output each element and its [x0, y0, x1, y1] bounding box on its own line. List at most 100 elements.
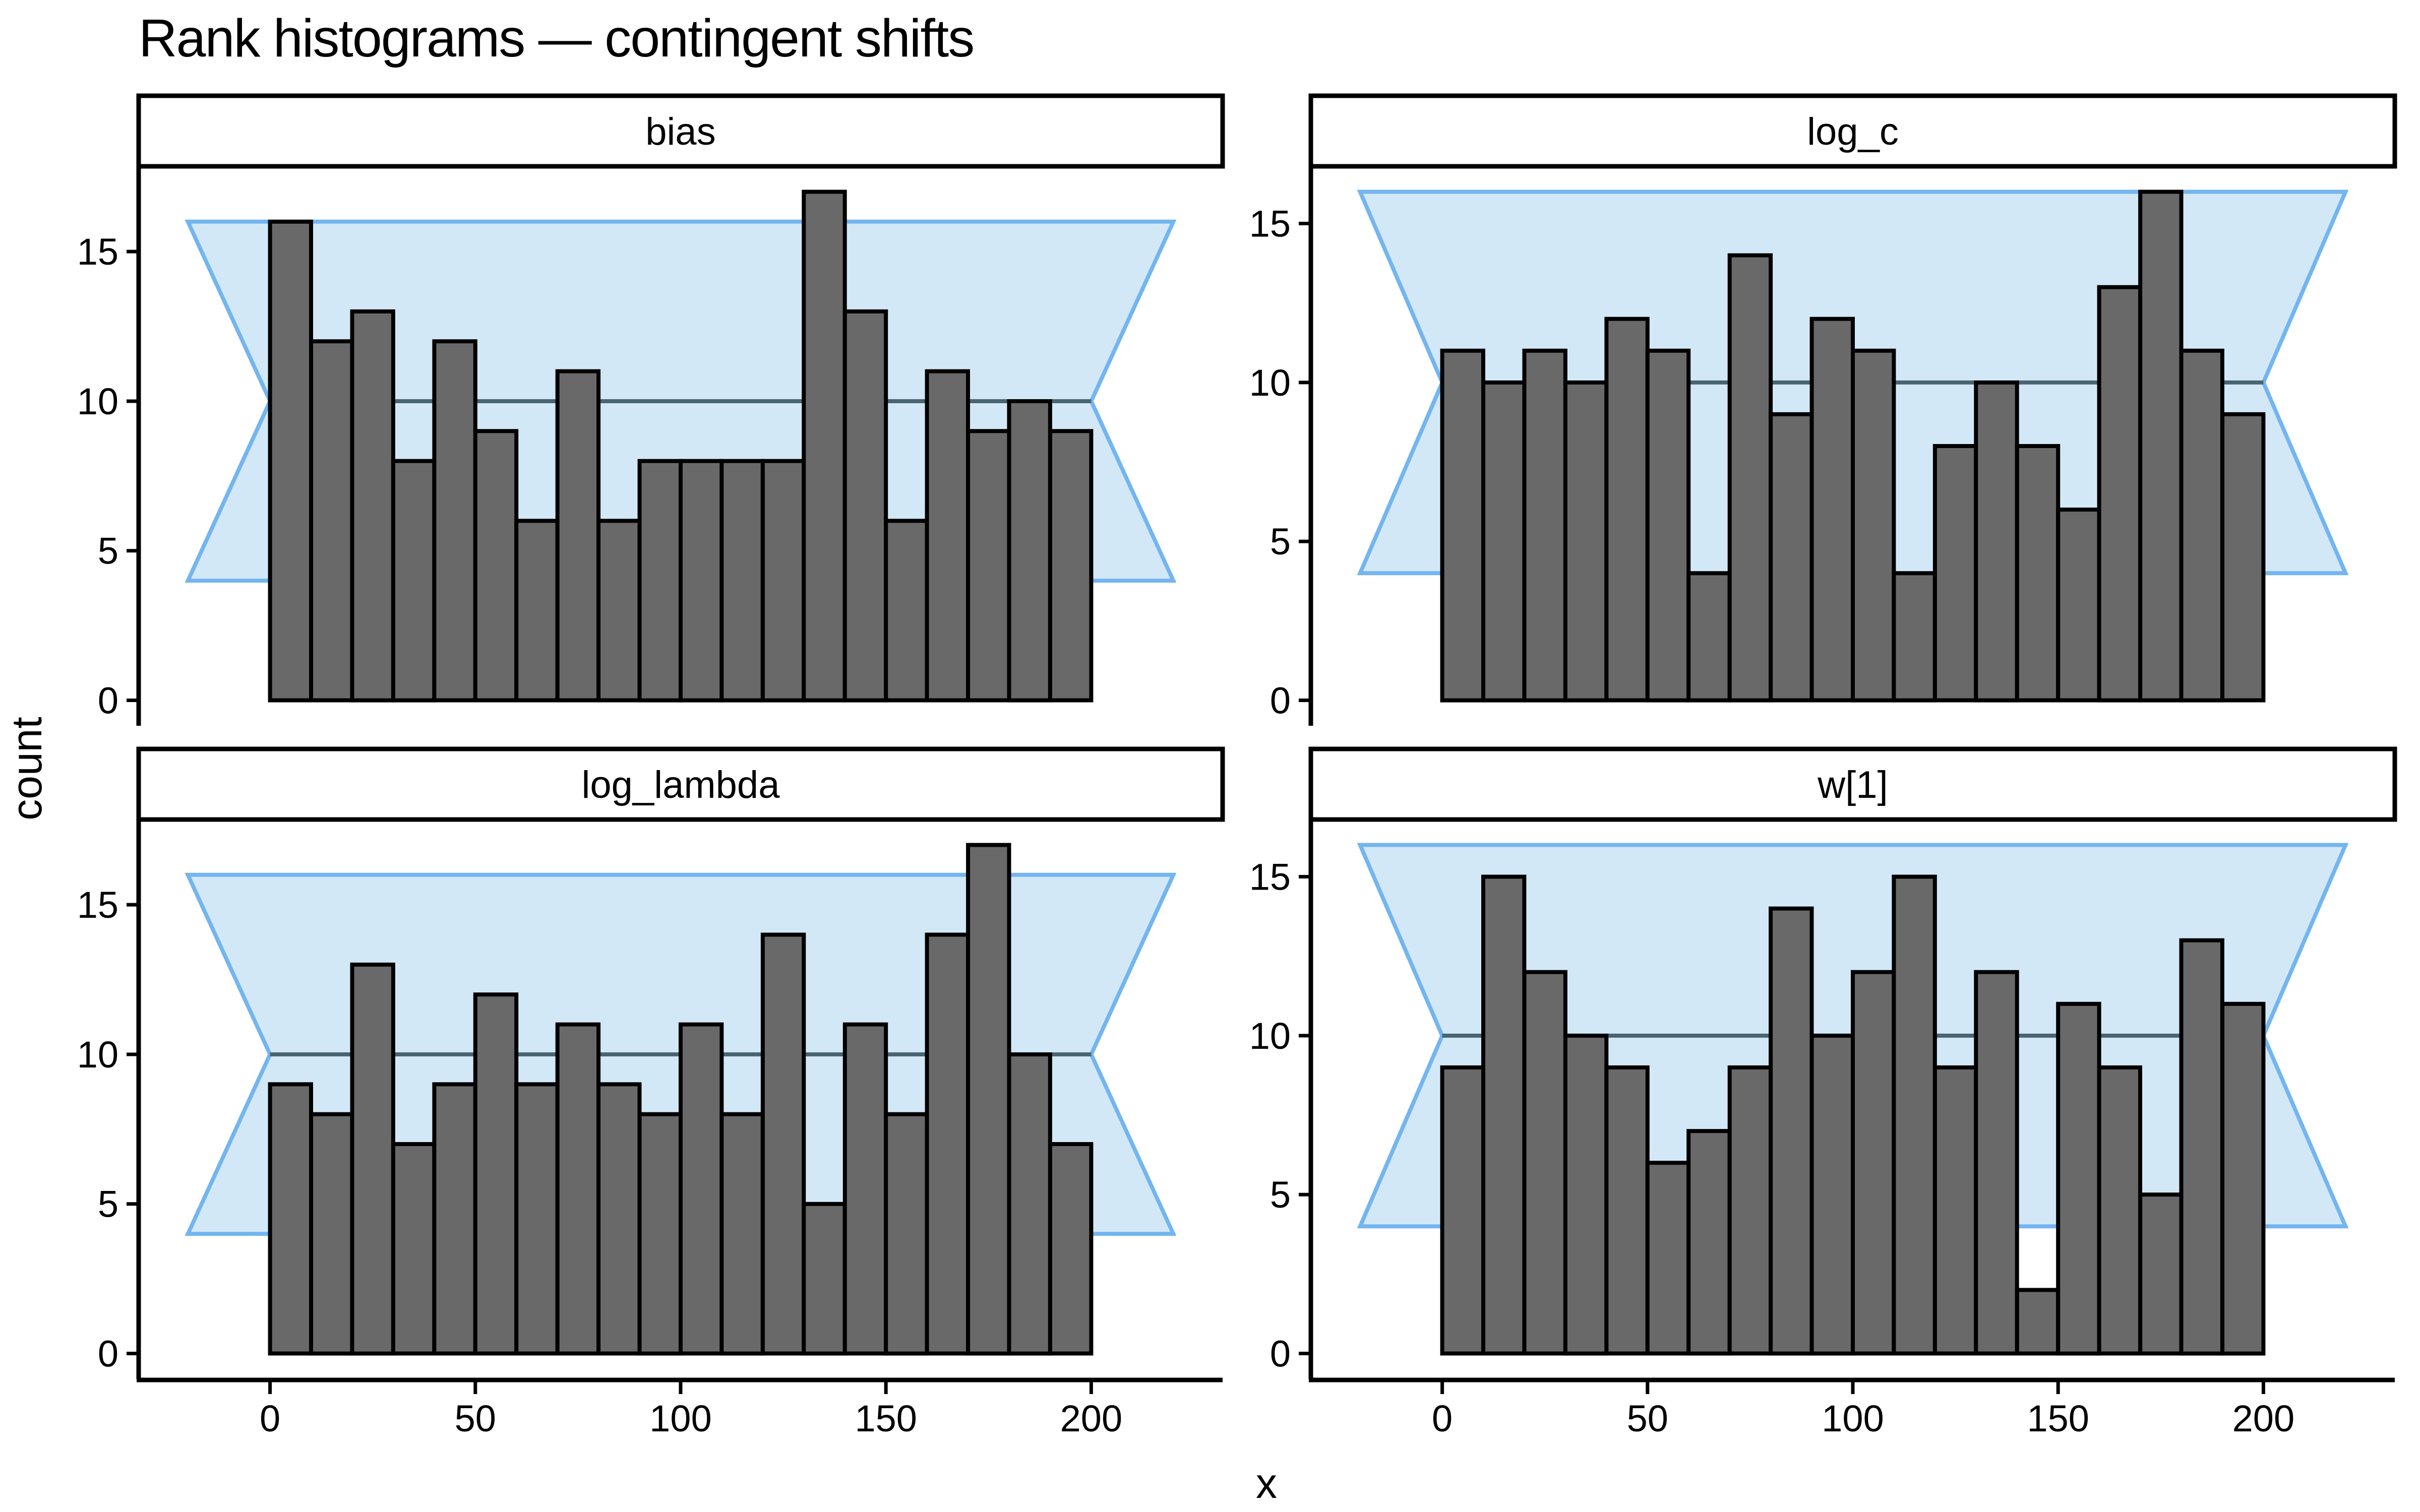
- bar: [719, 1112, 765, 1356]
- bar: [514, 519, 560, 703]
- bar: [514, 1082, 560, 1356]
- bar: [2138, 1192, 2184, 1356]
- bar: [884, 1112, 929, 1356]
- facet-strip: [136, 746, 1225, 822]
- histogram-bars: [268, 190, 1094, 703]
- bar: [1522, 970, 1567, 1356]
- bar: [802, 1202, 847, 1356]
- y-tick-label: 15: [77, 884, 118, 926]
- bar: [1440, 1065, 1486, 1356]
- bar: [1440, 348, 1486, 703]
- x-tick-label: 0: [260, 1398, 280, 1439]
- bar: [1809, 1033, 1855, 1356]
- bar: [2138, 190, 2184, 703]
- bar: [1604, 317, 1650, 703]
- bar: [309, 1112, 354, 1356]
- bar: [1851, 348, 1896, 703]
- y-tick-label: 0: [98, 1333, 118, 1374]
- bar: [596, 1082, 642, 1356]
- bar: [637, 459, 683, 703]
- bar: [1932, 1065, 1978, 1356]
- bar: [268, 1082, 313, 1356]
- y-tick-label: 5: [98, 530, 118, 572]
- bar: [679, 459, 724, 703]
- bar: [884, 519, 929, 703]
- y-axis-title: count: [3, 717, 50, 821]
- bar: [679, 1022, 724, 1356]
- bar: [1769, 906, 1814, 1356]
- y-tick-label: 10: [1249, 362, 1291, 404]
- bar: [1809, 317, 1855, 703]
- panel-bias: bias 0 5 10 15: [77, 93, 1225, 726]
- bar: [1686, 1129, 1732, 1356]
- bar: [473, 992, 519, 1356]
- bar: [2220, 412, 2266, 703]
- bar: [391, 459, 437, 703]
- bar: [2179, 938, 2224, 1356]
- chart-title: Rank histograms — contingent shifts: [139, 9, 974, 68]
- bar: [1604, 1065, 1650, 1356]
- facet-label: bias: [645, 110, 715, 153]
- x-tick-label: 50: [1627, 1398, 1668, 1439]
- histogram-bars: [268, 843, 1094, 1356]
- bar: [1932, 444, 1978, 703]
- bar: [2015, 1288, 2061, 1356]
- bar: [350, 309, 395, 703]
- bar: [350, 962, 395, 1356]
- bar: [2179, 348, 2224, 703]
- y-tick-label: 5: [1270, 1174, 1291, 1216]
- bar: [1048, 1142, 1094, 1356]
- x-tick-label: 150: [2027, 1398, 2089, 1439]
- y-tick-label: 10: [77, 1034, 118, 1076]
- bar: [1563, 1033, 1609, 1356]
- x-axis-title: x: [1256, 1460, 1277, 1507]
- bar: [1769, 412, 1814, 703]
- facet-label: log_c: [1807, 110, 1899, 153]
- bar: [2097, 285, 2143, 703]
- x-tick-label: 100: [649, 1398, 711, 1439]
- bar: [1481, 874, 1527, 1356]
- bar: [555, 1022, 601, 1356]
- bar: [391, 1142, 437, 1356]
- bar: [2220, 1001, 2266, 1356]
- bar: [2056, 1001, 2101, 1356]
- bar: [596, 519, 642, 703]
- y-tick-label: 15: [1249, 203, 1291, 244]
- bar: [432, 339, 477, 703]
- y-tick-label: 10: [1249, 1015, 1291, 1057]
- bar: [1892, 874, 1937, 1356]
- bar: [268, 219, 313, 703]
- facet-strip: [136, 93, 1225, 169]
- x-tick-label: 200: [2232, 1398, 2294, 1439]
- bar: [1563, 380, 1609, 703]
- y-tick-label: 5: [98, 1183, 118, 1225]
- bar: [925, 932, 970, 1356]
- panel-log_c: log_c 0 5 10 15: [1249, 93, 2397, 726]
- facet-label: w[1]: [1817, 764, 1888, 806]
- bar: [637, 1112, 683, 1356]
- bar: [2015, 444, 2061, 703]
- bar: [1645, 1161, 1691, 1356]
- bar: [1727, 253, 1773, 703]
- x-tick-label: 150: [855, 1398, 917, 1439]
- histogram-bars: [1440, 190, 2266, 703]
- bar: [432, 1082, 477, 1356]
- bar: [1007, 399, 1052, 703]
- bar: [1892, 571, 1937, 703]
- bar: [842, 1022, 888, 1356]
- bar: [1974, 380, 2019, 703]
- bar: [1048, 429, 1094, 703]
- bar: [1851, 970, 1896, 1356]
- y-tick-label: 15: [1249, 856, 1291, 898]
- histogram-bars: [1440, 874, 2266, 1356]
- y-tick-label: 15: [77, 231, 118, 273]
- bar: [1686, 571, 1732, 703]
- bar: [1645, 348, 1691, 703]
- bar: [309, 339, 354, 703]
- x-tick-label: 100: [1822, 1398, 1884, 1439]
- bar: [473, 429, 519, 703]
- facet-strip: [1308, 746, 2397, 822]
